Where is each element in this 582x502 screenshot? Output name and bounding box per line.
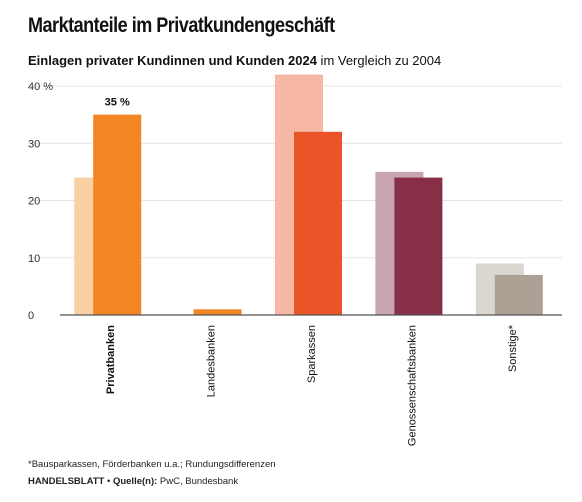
source-text: PwC, Bundesbank — [157, 476, 239, 487]
bar-chart: 0 10 20 30 40 % Privatbanken Landesbanken Spark… — [28, 74, 562, 446]
footnote: *Bausparkassen, Förderbanken u.a.; Rundu… — [28, 459, 276, 470]
source-brand: HANDELSBLATT — [28, 476, 105, 487]
y-tick-label: 0 — [28, 310, 34, 322]
category-label: Privatbanken — [105, 325, 117, 394]
category-label: Sonstige* — [507, 324, 519, 372]
category-label: Landesbanken — [206, 325, 218, 397]
bar-2024 — [294, 131, 342, 315]
data-label: 35 % — [105, 97, 130, 109]
subtitle-rest: im Vergleich zu 2004 — [316, 53, 442, 68]
y-tick-label: 20 — [28, 196, 40, 208]
category-label: Genossenschaftsbanken — [406, 325, 418, 446]
chart-title: Marktanteile im Privatkundengeschäft — [28, 14, 335, 37]
source-label: Quelle(n): — [112, 476, 158, 487]
bar-2024 — [494, 274, 543, 315]
category-label: Sparkassen — [306, 325, 318, 383]
source-line: HANDELSBLATT • Quelle(n): PwC, Bundesban… — [28, 476, 238, 487]
source-separator: • — [104, 476, 113, 487]
bar-2024 — [193, 309, 242, 315]
y-tick-label: 30 — [28, 138, 40, 150]
y-tick-label: 10 — [28, 253, 40, 265]
bar-2024 — [394, 177, 443, 315]
bar-2024 — [93, 114, 142, 315]
chart-subtitle: Einlagen privater Kundinnen und Kunden 2… — [28, 53, 441, 68]
subtitle-bold: Einlagen privater Kundinnen und Kunden 2… — [28, 53, 317, 68]
y-tick-label: 40 % — [28, 81, 53, 93]
